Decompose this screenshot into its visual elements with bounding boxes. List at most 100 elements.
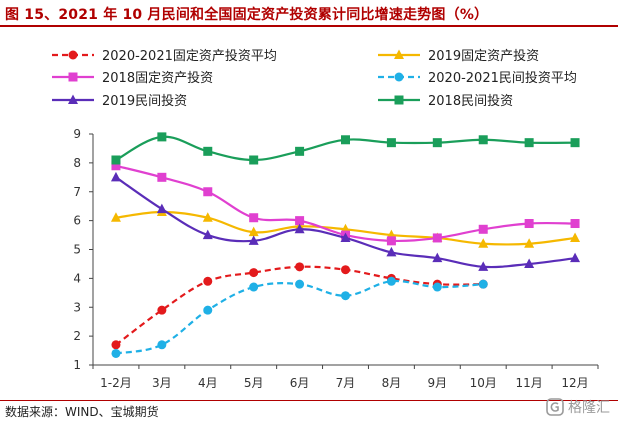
data-point (249, 155, 259, 165)
data-point (341, 291, 350, 301)
data-point (478, 135, 488, 145)
title-bar: 图 15、2021 年 10 月民间和全国固定资产投资累计同比增速走势图（%） (0, 0, 618, 24)
y-tick-label: 4 (73, 271, 81, 285)
legend-label: 2020-2021民间投资平均 (428, 70, 577, 86)
data-point (111, 155, 121, 165)
data-point (157, 305, 167, 315)
data-point (478, 279, 488, 289)
source-divider (0, 400, 618, 401)
data-point (478, 261, 489, 271)
y-tick-label: 8 (73, 156, 81, 170)
y-tick-label: 7 (73, 185, 81, 199)
data-point (249, 213, 259, 223)
legend-label: 2019民间投资 (102, 93, 187, 109)
data-point (157, 172, 167, 182)
data-point (295, 216, 305, 226)
x-tick-label: 3月 (152, 376, 172, 390)
series-line (115, 176, 576, 269)
chart-title: 图 15、2021 年 10 月民间和全国固定资产投资累计同比增速走势图（%） (5, 7, 489, 23)
title-divider (0, 25, 618, 27)
data-point (295, 279, 305, 289)
data-point (295, 146, 305, 156)
legend-label: 2019固定资产投资 (428, 48, 539, 64)
legend-marker (394, 95, 404, 105)
watermark: 格隆汇 (546, 397, 610, 417)
data-point (432, 233, 442, 243)
data-point (570, 232, 581, 242)
data-point (570, 252, 581, 263)
x-tick-label: 4月 (198, 376, 218, 390)
legend-item: 2020-2021固定资产投资平均 (52, 48, 277, 64)
data-point (295, 262, 305, 272)
series-1 (111, 262, 488, 350)
logo-icon (546, 398, 564, 416)
legend-item: 2019民间投资 (52, 93, 187, 109)
series-line (115, 279, 484, 355)
data-point (386, 138, 396, 148)
watermark-text: 格隆汇 (568, 400, 610, 416)
legend-item: 2018民间投资 (378, 93, 513, 109)
data-point (203, 187, 213, 197)
data-point (249, 268, 259, 278)
series-4 (111, 276, 488, 358)
x-tick-label: 6月 (290, 376, 310, 390)
data-point (341, 135, 350, 145)
data-point (524, 219, 534, 229)
x-tick-label: 12月 (561, 376, 588, 390)
y-tick-label: 1 (73, 358, 81, 372)
data-point (340, 232, 351, 242)
legend-marker (68, 50, 78, 60)
legend-marker (68, 72, 78, 82)
data-point (110, 212, 121, 222)
data-point (202, 212, 213, 222)
data-point (524, 258, 535, 268)
x-tick-label: 9月 (427, 376, 447, 390)
x-tick-label: 5月 (244, 376, 264, 390)
legend-label: 2018民间投资 (428, 93, 513, 109)
data-point (111, 161, 121, 171)
x-tick-label: 7月 (336, 376, 356, 390)
data-point (386, 276, 396, 286)
data-point (386, 246, 397, 257)
data-point (478, 238, 489, 248)
legend-label: 2018固定资产投资 (102, 70, 213, 86)
legend-marker (68, 94, 78, 104)
data-point (203, 276, 213, 286)
data-point (111, 340, 121, 350)
legend-item: 2018固定资产投资 (52, 70, 213, 86)
x-tick-label: 1-2月 (100, 376, 132, 390)
legend: 2020-2021固定资产投资平均 2019固定资产投资 2018固定资产投资 202… (52, 48, 577, 109)
data-point (203, 146, 213, 156)
data-point (111, 348, 121, 358)
data-point (570, 138, 580, 148)
series-line (115, 265, 484, 346)
data-point (203, 305, 213, 315)
legend-item: 2019固定资产投资 (378, 48, 539, 64)
data-point (110, 171, 121, 182)
data-point (157, 340, 167, 350)
data-point (432, 252, 443, 263)
data-point (157, 132, 167, 142)
data-point (570, 219, 580, 229)
legend-item: 2020-2021民间投资平均 (378, 70, 577, 86)
legend-label: 2020-2021固定资产投资平均 (102, 48, 277, 64)
data-point (156, 203, 167, 214)
series-5 (110, 171, 581, 271)
legend-marker (394, 72, 404, 82)
y-tick-label: 9 (73, 127, 81, 141)
line-chart: 1 2 3 4 5 6 7 8 9 1-2月 3月 4月 5月 6月 7月 8月 9月 10月 11月 12月 2020… (52, 48, 599, 390)
data-point (432, 138, 442, 148)
data-point (248, 226, 259, 237)
y-tick-label: 3 (73, 300, 81, 314)
x-tick-label: 8月 (382, 376, 402, 390)
data-point (249, 282, 259, 292)
data-point (432, 282, 442, 292)
x-tick-label: 11月 (515, 376, 542, 390)
data-point (386, 236, 396, 246)
y-tick-label: 6 (73, 214, 81, 228)
data-point (478, 224, 488, 234)
data-point (294, 223, 305, 234)
source-note: 数据来源：WIND、宝城期货 (5, 405, 159, 419)
data-point (524, 138, 534, 148)
series-6 (111, 132, 580, 165)
